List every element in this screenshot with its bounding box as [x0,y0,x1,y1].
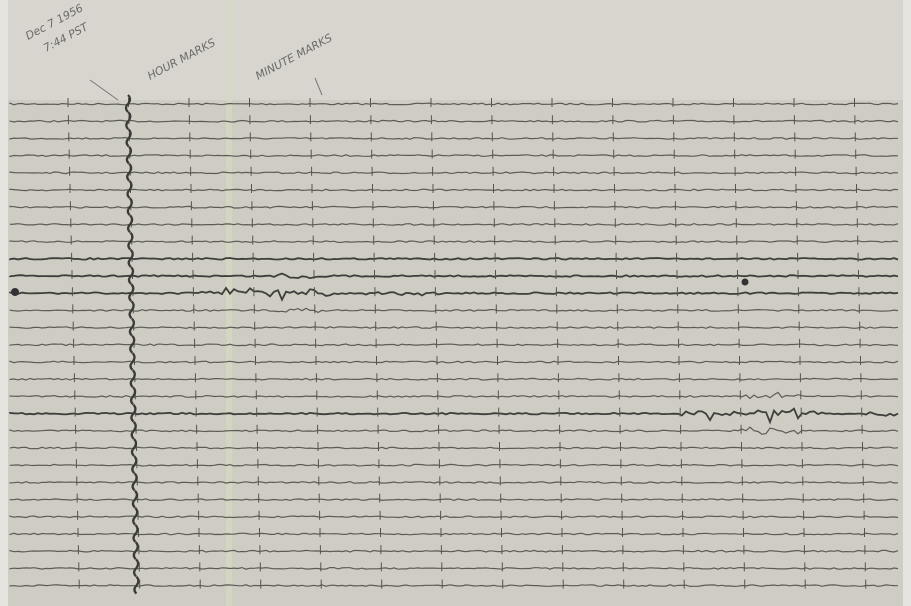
edge-right [903,0,911,606]
hour-mark [130,421,137,440]
hour-mark [127,214,134,234]
hour-mark [126,163,133,182]
trace [9,532,899,536]
trace [9,498,899,502]
hour-mark [131,472,138,492]
trace [9,119,899,123]
trace [9,584,899,588]
hour-mark [127,231,134,251]
hour-mark [126,197,133,216]
trace [9,286,899,302]
hour-mark [130,403,137,423]
arrow [314,77,323,96]
edge-left [0,0,8,606]
hour-mark [132,541,139,560]
hour-mark [126,180,133,199]
trace [9,549,899,553]
trace [9,343,899,347]
trace [9,188,899,192]
trace [9,257,899,261]
trace [9,463,899,467]
hour-mark [127,266,135,285]
hour-mark [129,352,136,371]
hour-mark [125,128,132,148]
trace [9,272,899,280]
trace [9,171,899,175]
trace [9,515,899,519]
hour-mark [130,438,138,457]
hour-mark [129,335,136,354]
trace [9,566,899,570]
trace [9,102,899,106]
hour-mark [130,386,137,406]
trace [9,407,899,425]
trace [9,426,899,435]
blot [741,278,749,286]
hour-mark [128,317,135,337]
hour-mark [124,94,132,113]
blot [11,288,19,296]
trace [9,326,899,330]
hour-mark [133,575,140,595]
arrow [89,79,119,101]
trace [9,307,899,314]
trace [9,222,899,226]
trace [9,240,899,244]
hour-mark [133,558,140,578]
hour-mark [131,455,138,474]
trace [9,154,899,158]
hour-mark [128,300,135,320]
trace [9,446,899,450]
trace [9,360,899,364]
trace [9,205,899,209]
hour-mark [128,283,135,302]
hour-mark [127,249,134,268]
trace [9,136,898,140]
hour-mark [125,111,132,130]
hour-mark [129,369,136,388]
light-streak [226,0,232,606]
trace [9,391,899,400]
traces [9,94,899,595]
hour-mark [132,524,139,543]
trace [9,480,899,484]
hour-mark [131,489,138,509]
hour-mark [132,507,139,526]
paper-top [0,0,911,100]
trace [9,377,899,381]
hour-mark [125,145,132,165]
